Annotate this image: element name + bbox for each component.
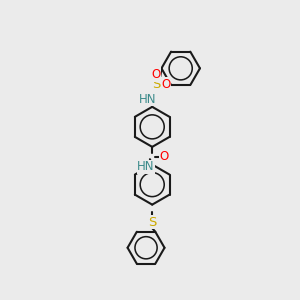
Text: O: O <box>159 150 168 164</box>
Text: HN: HN <box>139 93 156 106</box>
Text: S: S <box>148 216 156 229</box>
Text: S: S <box>152 78 160 91</box>
Text: O: O <box>152 68 161 81</box>
Text: HN: HN <box>137 160 155 173</box>
Text: O: O <box>161 78 171 91</box>
